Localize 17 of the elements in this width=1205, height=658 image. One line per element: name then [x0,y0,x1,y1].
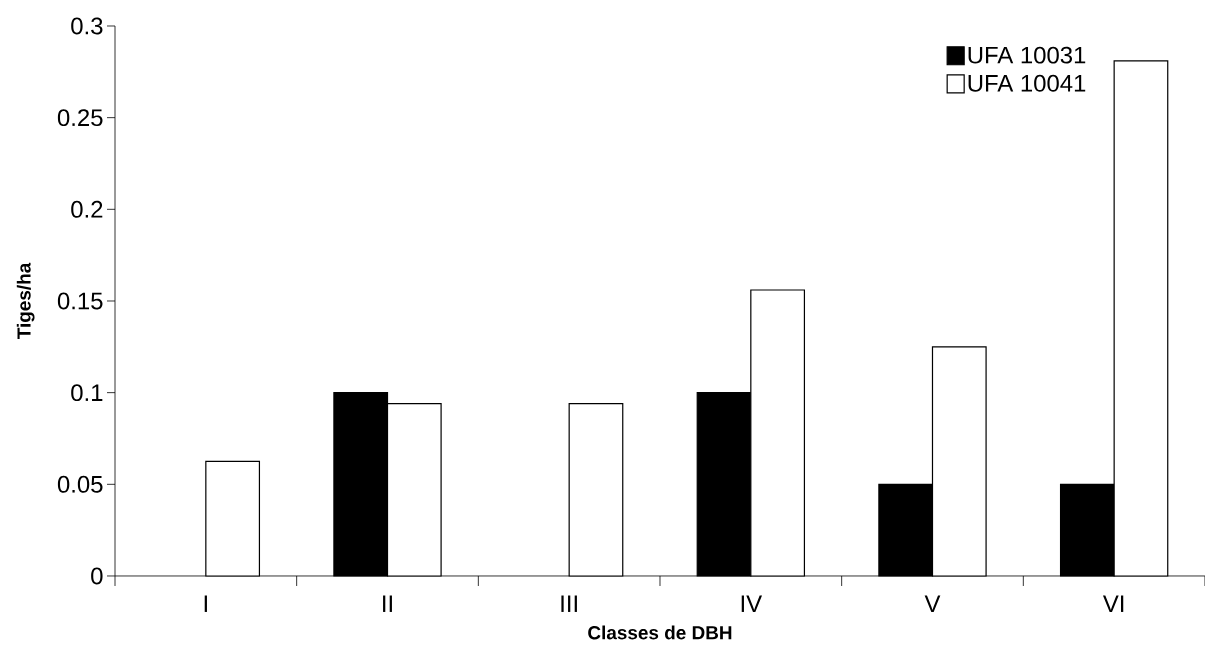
legend-label: UFA 10031 [968,46,1086,64]
x-tick-label: I [204,595,207,612]
y-axis-title: Tiges/ha [16,262,35,339]
x-tick-label: V [924,595,941,612]
x-tick-label: VI [1102,595,1124,612]
y-tick-label: 0.3 [71,17,103,35]
y-tick-label: 0 [91,567,103,585]
x-tick-label: IV [741,595,763,612]
y-tick-label: 0.25 [57,109,103,127]
y-tick-label: 0.2 [71,200,103,218]
x-tick-label: III [561,595,577,612]
legend-label: UFA 10041 [968,74,1086,92]
y-tick-label: 0.15 [57,292,103,310]
x-tick-label: II [383,595,392,612]
y-tick-label: 0.1 [71,384,103,402]
x-axis-title: Classes de DBH [588,625,732,640]
y-tick-label: 0.05 [57,475,103,493]
